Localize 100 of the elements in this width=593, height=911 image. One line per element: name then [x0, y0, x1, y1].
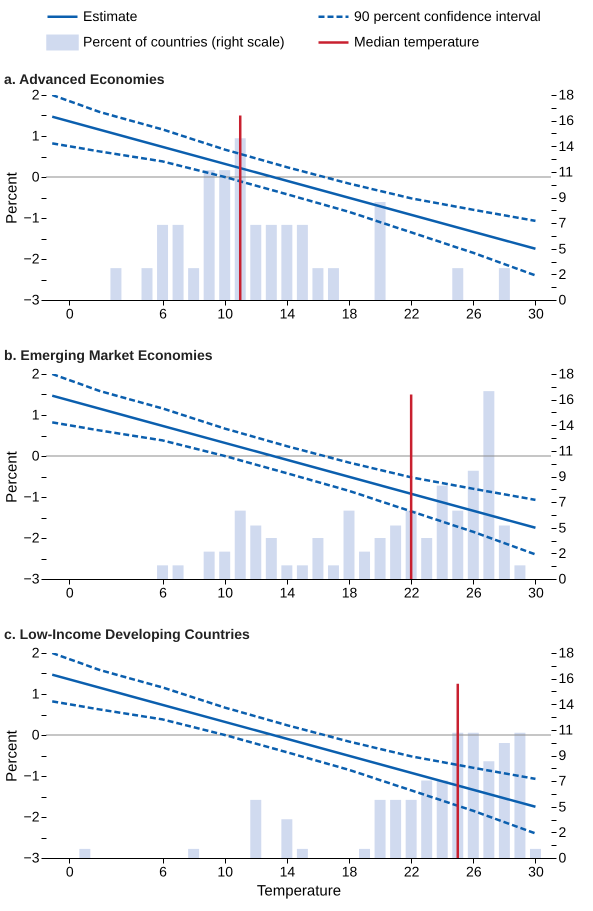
bar — [204, 170, 215, 300]
bar — [498, 268, 510, 300]
y2-tick-label: 14 — [558, 138, 574, 154]
x-tick-label: 6 — [159, 584, 168, 600]
y-tick-label: −1 — [24, 210, 40, 226]
bar — [172, 565, 184, 579]
x-tick-label: 30 — [528, 584, 544, 600]
line-series — [50, 700, 537, 835]
y-tick-label: 2 — [32, 366, 40, 382]
x-tick-label: 0 — [66, 864, 74, 880]
chart-title: c. Low-Income Developing Countries — [4, 626, 250, 642]
y-tick-label: −3 — [24, 570, 40, 586]
y2-tick-label: 9 — [558, 468, 566, 484]
y2-tick-label: 0 — [558, 570, 566, 586]
bar — [312, 538, 324, 579]
x-tick-label: 10 — [217, 864, 234, 880]
bar — [436, 486, 448, 579]
bar — [172, 224, 184, 300]
y2-tick-label: 9 — [558, 189, 566, 205]
y2-tick-label: 5 — [558, 240, 566, 256]
bar — [468, 732, 479, 858]
bar — [436, 780, 448, 858]
bar — [483, 391, 494, 579]
bar — [514, 732, 526, 858]
y-axis-title: Percent — [4, 171, 21, 224]
legend-label: Estimate — [83, 8, 138, 24]
bar — [250, 800, 262, 858]
bar — [452, 510, 464, 579]
y2-tick-label: 2 — [558, 266, 566, 282]
bar — [421, 780, 432, 858]
bar — [296, 848, 308, 858]
bar — [296, 224, 308, 300]
x-tick-label: 0 — [66, 584, 74, 600]
y-tick-label: −1 — [24, 768, 40, 784]
bar — [483, 761, 494, 858]
x-tick-label: 26 — [466, 306, 482, 322]
bar — [281, 565, 292, 579]
y-tick-label: −3 — [24, 292, 40, 308]
bar — [266, 538, 277, 579]
bar — [344, 510, 354, 579]
x-tick-label: 6 — [159, 864, 168, 880]
y-axis-title: Percent — [4, 450, 21, 503]
y-tick-label: 1 — [32, 686, 40, 702]
y-tick-label: 1 — [32, 406, 40, 422]
y2-tick-label: 0 — [558, 292, 566, 308]
bar — [514, 565, 526, 579]
bar — [250, 525, 262, 579]
bar — [406, 800, 417, 858]
y2-tick-label: 2 — [558, 544, 566, 561]
x-tick-label: 6 — [159, 306, 168, 322]
bar — [312, 268, 324, 300]
bar — [452, 268, 464, 300]
x-tick-label: 30 — [528, 864, 544, 880]
line-series — [50, 374, 537, 502]
bar — [234, 510, 246, 579]
legend-label: Median temperature — [354, 34, 480, 50]
bar — [204, 552, 215, 579]
bar — [188, 268, 200, 300]
bar — [530, 848, 541, 858]
bar — [328, 268, 339, 300]
bar — [390, 800, 402, 858]
bar — [281, 224, 292, 300]
y2-tick-label: 16 — [558, 670, 574, 686]
x-axis-title: Temperature — [256, 882, 342, 900]
bar — [468, 470, 479, 579]
legend-label: 90 percent confidence interval — [354, 8, 541, 24]
y2-tick-label: 16 — [558, 112, 574, 128]
y2-tick-label: 5 — [558, 519, 566, 536]
x-tick-label: 26 — [466, 584, 482, 600]
bar — [281, 819, 292, 858]
bar — [142, 268, 152, 300]
bar — [188, 848, 200, 858]
y-tick-label: −1 — [24, 488, 40, 504]
x-tick-label: 30 — [528, 306, 544, 322]
bar — [157, 565, 168, 579]
y2-tick-label: 5 — [558, 798, 566, 814]
bar — [374, 202, 386, 300]
legend-label: Percent of countries (right scale) — [83, 34, 285, 50]
y2-tick-label: 18 — [558, 644, 574, 660]
y2-tick-label: 11 — [558, 721, 574, 738]
bar — [374, 538, 386, 579]
bar — [359, 848, 370, 858]
chart-title: a. Advanced Economies — [4, 71, 165, 87]
bar — [219, 170, 230, 300]
y2-tick-label: 7 — [558, 772, 566, 789]
bar — [219, 552, 230, 579]
x-tick-label: 22 — [404, 306, 420, 322]
bar — [498, 742, 510, 858]
x-tick-label: 14 — [280, 306, 296, 322]
y-axis-title: Percent — [4, 729, 21, 782]
bar — [421, 538, 432, 579]
y-tick-label: 0 — [32, 726, 40, 742]
y2-tick-label: 14 — [558, 416, 574, 433]
y2-tick-label: 7 — [558, 214, 566, 231]
y2-tick-label: 0 — [558, 850, 566, 866]
bar — [374, 800, 386, 858]
y-tick-label: 2 — [32, 86, 40, 102]
y-tick-label: 0 — [32, 168, 40, 184]
y2-tick-label: 11 — [558, 442, 574, 458]
x-tick-label: 10 — [217, 306, 234, 322]
